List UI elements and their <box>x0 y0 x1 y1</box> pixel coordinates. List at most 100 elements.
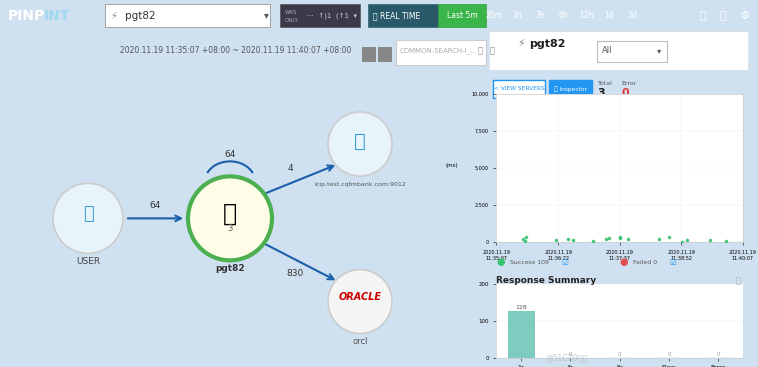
Text: 830: 830 <box>287 269 304 278</box>
Text: ☑: ☑ <box>669 258 676 267</box>
Point <box>518 238 531 244</box>
Circle shape <box>188 177 272 260</box>
Text: 3h: 3h <box>535 11 545 20</box>
Text: ❓: ❓ <box>735 115 740 124</box>
Text: ❓: ❓ <box>720 11 727 21</box>
Text: 4: 4 <box>287 164 293 173</box>
Text: pgt82: pgt82 <box>529 39 565 50</box>
Text: 🐯: 🐯 <box>223 201 237 225</box>
Point <box>603 235 615 241</box>
Text: 📈 Inspector: 📈 Inspector <box>554 86 587 91</box>
Bar <box>508 311 534 358</box>
FancyBboxPatch shape <box>280 4 360 27</box>
Circle shape <box>53 184 123 253</box>
Y-axis label: (ms): (ms) <box>446 163 459 168</box>
FancyBboxPatch shape <box>362 47 376 62</box>
Text: 20m: 20m <box>486 11 503 20</box>
Text: ❓: ❓ <box>735 276 741 285</box>
Text: 3: 3 <box>227 224 233 233</box>
Text: ☑: ☑ <box>561 258 568 267</box>
Text: USER: USER <box>76 257 100 266</box>
Point <box>587 238 600 244</box>
Text: < VIEW SERVERS: < VIEW SERVERS <box>493 86 544 91</box>
Point <box>613 235 625 241</box>
Text: WAS: WAS <box>285 10 297 15</box>
Text: Response Summary: Response Summary <box>496 276 597 285</box>
Point <box>567 237 579 243</box>
Text: PINP: PINP <box>8 8 45 23</box>
Text: COMMON-SEARCH-I_...: COMMON-SEARCH-I_... <box>400 47 478 54</box>
Text: ⚡: ⚡ <box>517 39 525 50</box>
Text: 🔍: 🔍 <box>478 46 483 55</box>
Text: Total: Total <box>598 81 612 86</box>
Point <box>520 235 532 240</box>
Text: ···  ↑)1  (↑1  ▾: ··· ↑)1 (↑1 ▾ <box>307 12 357 19</box>
FancyBboxPatch shape <box>396 40 486 65</box>
Text: ⬇: ⬇ <box>700 115 707 124</box>
Point <box>562 236 575 242</box>
Text: 1d: 1d <box>604 11 614 20</box>
Text: 6h: 6h <box>558 11 568 20</box>
FancyBboxPatch shape <box>438 4 486 27</box>
Text: 0: 0 <box>716 352 720 357</box>
Text: 1h: 1h <box>512 11 522 20</box>
Text: 0: 0 <box>621 88 628 98</box>
Text: ⚡: ⚡ <box>110 11 117 21</box>
Point <box>681 237 693 243</box>
Text: INT: INT <box>44 8 70 23</box>
Text: ▾: ▾ <box>657 46 661 55</box>
Text: 2d: 2d <box>627 11 637 20</box>
Point <box>622 236 634 242</box>
FancyBboxPatch shape <box>493 80 545 98</box>
Point <box>600 236 612 242</box>
Text: 3: 3 <box>598 88 606 98</box>
FancyBboxPatch shape <box>105 4 270 27</box>
Text: orcl: orcl <box>352 337 368 346</box>
Circle shape <box>328 270 392 334</box>
Point <box>550 237 562 243</box>
Text: 2020.11.19 11:35:07 +08:00 ~ 2020.11.19 11:40:07 +08:00: 2020.11.19 11:35:07 +08:00 ~ 2020.11.19 … <box>120 46 352 55</box>
Point <box>614 235 626 240</box>
Text: pgt82: pgt82 <box>125 11 155 21</box>
Text: All: All <box>602 46 612 55</box>
Text: ⚙: ⚙ <box>682 115 690 124</box>
Circle shape <box>328 112 392 176</box>
Point <box>518 236 530 242</box>
Text: icip.test.cqfmbank.com:9012: icip.test.cqfmbank.com:9012 <box>314 182 406 186</box>
Text: 12h: 12h <box>579 11 594 20</box>
Text: ▾: ▾ <box>264 11 269 21</box>
Text: ORACLE: ORACLE <box>339 292 381 302</box>
Text: @51CTO博客: @51CTO博客 <box>546 353 588 361</box>
Text: 📊 REAL TIME: 📊 REAL TIME <box>373 11 420 20</box>
Text: Failed 0: Failed 0 <box>633 260 657 265</box>
Text: ✕: ✕ <box>717 115 725 124</box>
Text: 🔍: 🔍 <box>700 11 706 21</box>
Point <box>719 238 731 244</box>
FancyBboxPatch shape <box>368 4 438 27</box>
Point <box>653 236 666 241</box>
Text: ONLY: ONLY <box>285 18 299 23</box>
Text: 0: 0 <box>667 352 671 357</box>
FancyBboxPatch shape <box>597 41 667 62</box>
Text: ❓: ❓ <box>354 131 366 150</box>
Text: 64: 64 <box>224 150 236 159</box>
Text: Last 5m: Last 5m <box>446 11 478 20</box>
Text: pgt82: pgt82 <box>215 264 245 273</box>
Text: ●: ● <box>496 257 505 267</box>
FancyBboxPatch shape <box>489 31 748 70</box>
FancyBboxPatch shape <box>549 80 592 98</box>
Text: 👥: 👥 <box>83 206 93 224</box>
Text: 0: 0 <box>618 352 622 357</box>
Text: ⚙: ⚙ <box>740 11 750 21</box>
Text: 64: 64 <box>150 201 161 210</box>
Point <box>675 239 688 245</box>
Text: Success 109: Success 109 <box>510 260 549 265</box>
Point <box>663 234 675 240</box>
FancyBboxPatch shape <box>378 47 392 62</box>
Text: ●: ● <box>619 257 628 267</box>
Text: ❓: ❓ <box>490 46 495 55</box>
Text: 0: 0 <box>568 352 572 357</box>
Point <box>704 237 716 243</box>
Text: 128: 128 <box>515 305 527 310</box>
Text: Error: Error <box>621 81 637 86</box>
